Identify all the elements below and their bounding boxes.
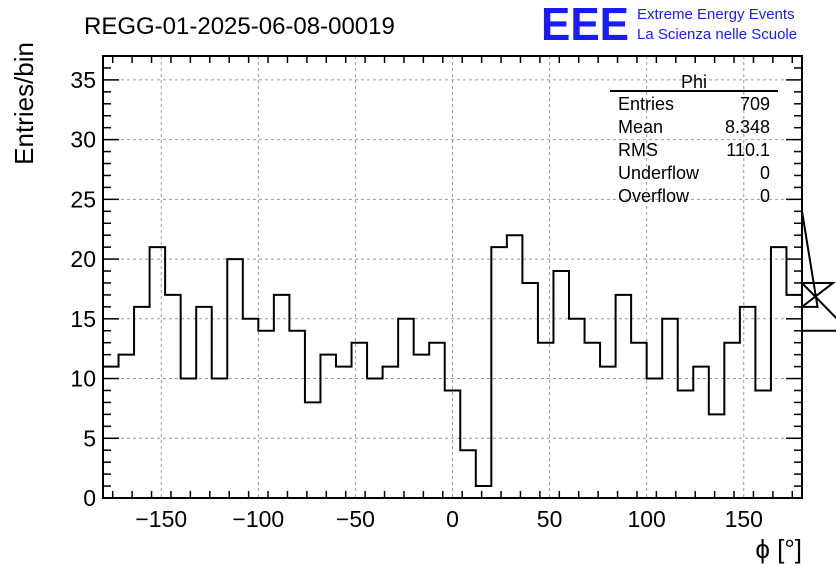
histogram-bin [740,307,756,498]
histogram-bin [569,319,585,498]
y-tick-label: 5 [83,425,96,451]
stats-value: 709 [740,94,770,114]
x-tick-label: −50 [336,506,375,532]
x-axis-label: ϕ [°] [755,534,802,564]
y-tick-label: 30 [70,127,96,153]
logo-line-1: Extreme Energy Events [637,6,795,23]
histogram-outline [102,211,836,498]
x-tick-label: −150 [135,506,187,532]
histogram-bin [631,343,647,498]
histogram-bin [724,343,740,498]
stats-box: Phi Entries 709 Mean 8.348 RMS 110.1 Underflow… [610,72,778,206]
histogram-bin [274,295,290,498]
stats-label: Entries [618,94,674,114]
histogram-bin [755,390,771,498]
histogram-bin [305,402,321,498]
histogram-bin [647,379,663,498]
histogram-bin [103,367,119,498]
stats-value: 110.1 [726,140,770,160]
histogram-bin [476,486,492,498]
histogram-bin [289,331,305,498]
y-tick-label: 15 [70,306,96,332]
y-tick-label: 35 [70,67,96,93]
y-tick-label: 0 [83,485,96,511]
histogram-bin [352,343,368,498]
histogram-bin [553,271,569,498]
histogram-bin [429,343,445,498]
stats-label: RMS [618,140,658,160]
histogram-bin [134,307,150,498]
stats-value: 0 [760,163,770,183]
histogram-bin [662,319,678,498]
histogram-bin [538,343,554,498]
histogram-bin [119,355,135,498]
y-tick-labels: 0 5 10 15 20 25 30 35 [70,67,96,511]
grid-lines [103,56,802,498]
histogram-bin [320,355,336,498]
histogram-series [102,211,836,498]
stats-value: 8.348 [725,117,770,137]
eee-logo: EEE Extreme Energy Events La Scienza nel… [541,0,797,50]
stats-label: Underflow [618,163,700,183]
histogram-bin [196,307,212,498]
histogram-bin [522,283,538,498]
histogram-bin [460,450,476,498]
histogram-bin [600,367,616,498]
eee-logo-text: EEE [541,0,629,50]
histogram-bin [616,295,632,498]
stats-label: Overflow [618,186,690,206]
x-tick-label: 150 [725,506,763,532]
histogram-bin [491,247,507,498]
histogram-bin [243,319,259,498]
y-axis-label: Entries/bin [9,42,39,165]
histogram-bin [165,295,181,498]
histogram-bin [786,295,802,498]
histogram-bin [383,367,399,498]
y-tick-label: 25 [70,186,96,212]
stats-label: Mean [618,117,663,137]
axis-ticks [103,56,802,498]
x-tick-label: −100 [232,506,284,532]
x-tick-label: 50 [537,506,563,532]
histogram-bin [150,247,166,498]
histogram-bin [585,343,601,498]
x-tick-labels: −150 −100 −50 0 50 100 150 [135,506,763,532]
logo-line-2: La Scienza nelle Scuole [637,26,797,43]
histogram-bin [507,235,523,498]
histogram-bin [678,390,694,498]
stats-value: 0 [760,186,770,206]
plot-frame [102,55,803,499]
histogram-bin [771,247,787,498]
x-tick-label: 100 [627,506,665,532]
histogram-bin [709,414,725,498]
histogram-bin [336,367,352,498]
histogram-bin [258,331,274,498]
stats-rows: Entries 709 Mean 8.348 RMS 110.1 Underflow 0 Ove… [618,94,770,206]
y-tick-label: 20 [70,246,96,272]
run-title: REGG-01-2025-06-08-00019 [84,13,395,40]
histogram-bin [398,319,414,498]
stats-title: Phi [681,72,707,92]
histogram-bin [414,355,430,498]
x-tick-label: 0 [446,506,459,532]
histogram-bin [693,367,709,498]
y-tick-label: 10 [70,366,96,392]
